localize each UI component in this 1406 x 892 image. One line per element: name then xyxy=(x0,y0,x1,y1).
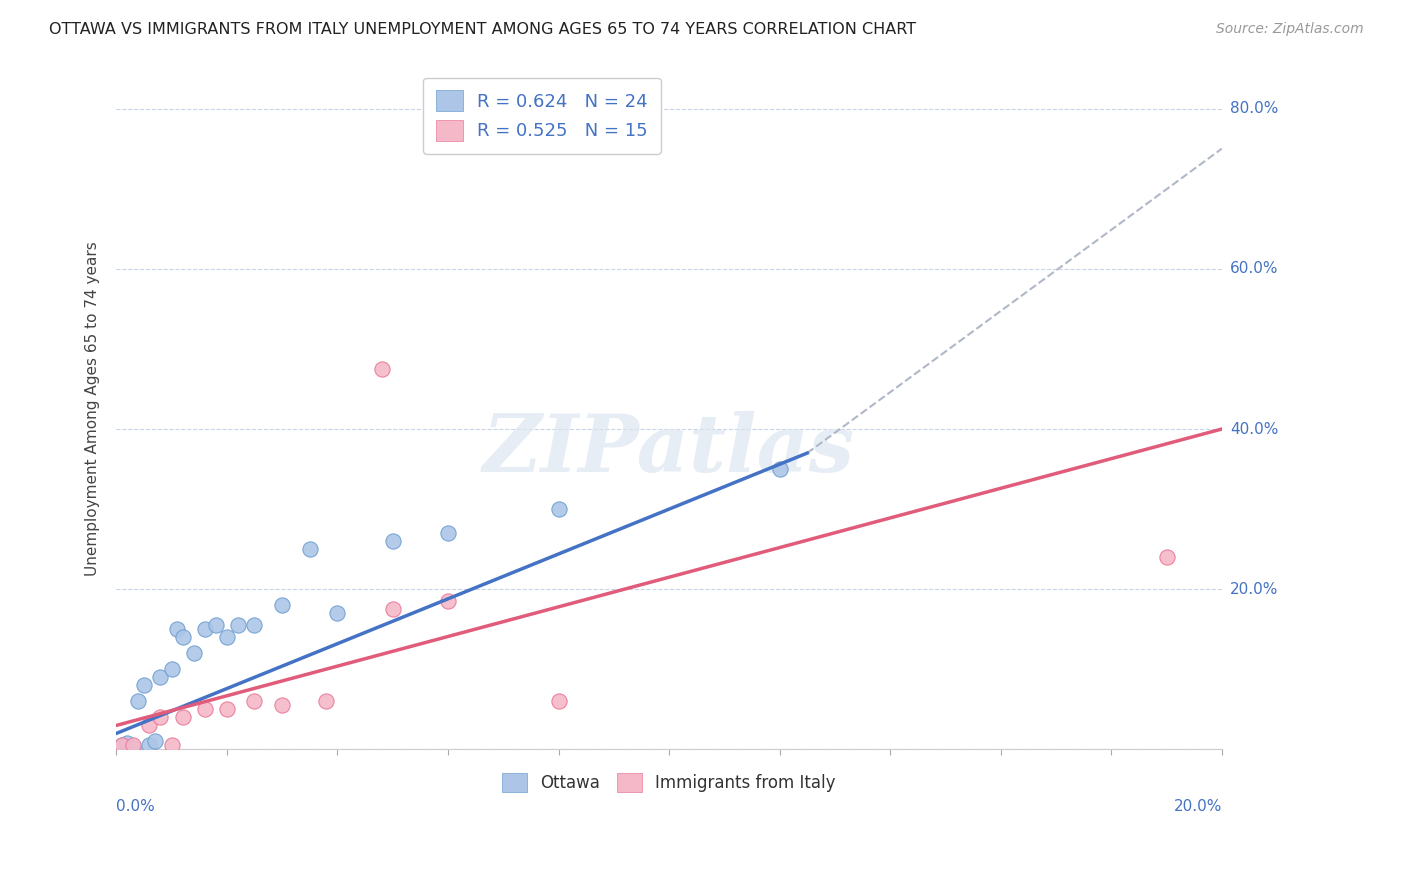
Point xyxy=(326,607,349,621)
Point xyxy=(117,736,139,750)
Point xyxy=(215,702,238,716)
Text: 40.0%: 40.0% xyxy=(1230,422,1278,436)
Point xyxy=(271,599,294,613)
Text: 0.0%: 0.0% xyxy=(117,799,155,814)
Point xyxy=(160,739,183,753)
Point xyxy=(132,678,155,692)
Point xyxy=(194,702,217,716)
Point xyxy=(437,526,460,541)
Point xyxy=(226,618,249,632)
Text: 80.0%: 80.0% xyxy=(1230,101,1278,116)
Point xyxy=(121,740,143,755)
Point xyxy=(204,618,226,632)
Point xyxy=(149,670,172,684)
Point xyxy=(547,694,569,708)
Point xyxy=(138,718,160,732)
Text: ZIPatlas: ZIPatlas xyxy=(484,411,855,489)
Point xyxy=(215,630,238,644)
Text: 20.0%: 20.0% xyxy=(1174,799,1222,814)
Point xyxy=(768,462,790,476)
Point xyxy=(370,362,392,376)
Point xyxy=(194,622,217,636)
Point xyxy=(183,646,205,660)
Point xyxy=(149,710,172,724)
Point xyxy=(298,542,321,557)
Point xyxy=(271,698,294,713)
Point xyxy=(160,662,183,676)
Point xyxy=(437,594,460,608)
Point xyxy=(138,739,160,753)
Point xyxy=(547,502,569,516)
Text: Source: ZipAtlas.com: Source: ZipAtlas.com xyxy=(1216,22,1364,37)
Point xyxy=(172,710,194,724)
Text: 20.0%: 20.0% xyxy=(1230,582,1278,597)
Point xyxy=(381,534,404,549)
Text: OTTAWA VS IMMIGRANTS FROM ITALY UNEMPLOYMENT AMONG AGES 65 TO 74 YEARS CORRELATI: OTTAWA VS IMMIGRANTS FROM ITALY UNEMPLOY… xyxy=(49,22,917,37)
Text: 60.0%: 60.0% xyxy=(1230,261,1278,277)
Y-axis label: Unemployment Among Ages 65 to 74 years: Unemployment Among Ages 65 to 74 years xyxy=(86,242,100,576)
Point xyxy=(143,734,166,748)
Point xyxy=(315,694,337,708)
Point xyxy=(166,622,188,636)
Point xyxy=(121,739,143,753)
Point xyxy=(111,739,134,753)
Point xyxy=(381,602,404,616)
Point xyxy=(243,618,266,632)
Point xyxy=(111,739,134,753)
Point xyxy=(127,694,149,708)
Point xyxy=(243,694,266,708)
Point xyxy=(172,630,194,644)
Point xyxy=(1156,550,1178,565)
Legend: Ottawa, Immigrants from Italy: Ottawa, Immigrants from Italy xyxy=(495,766,842,799)
